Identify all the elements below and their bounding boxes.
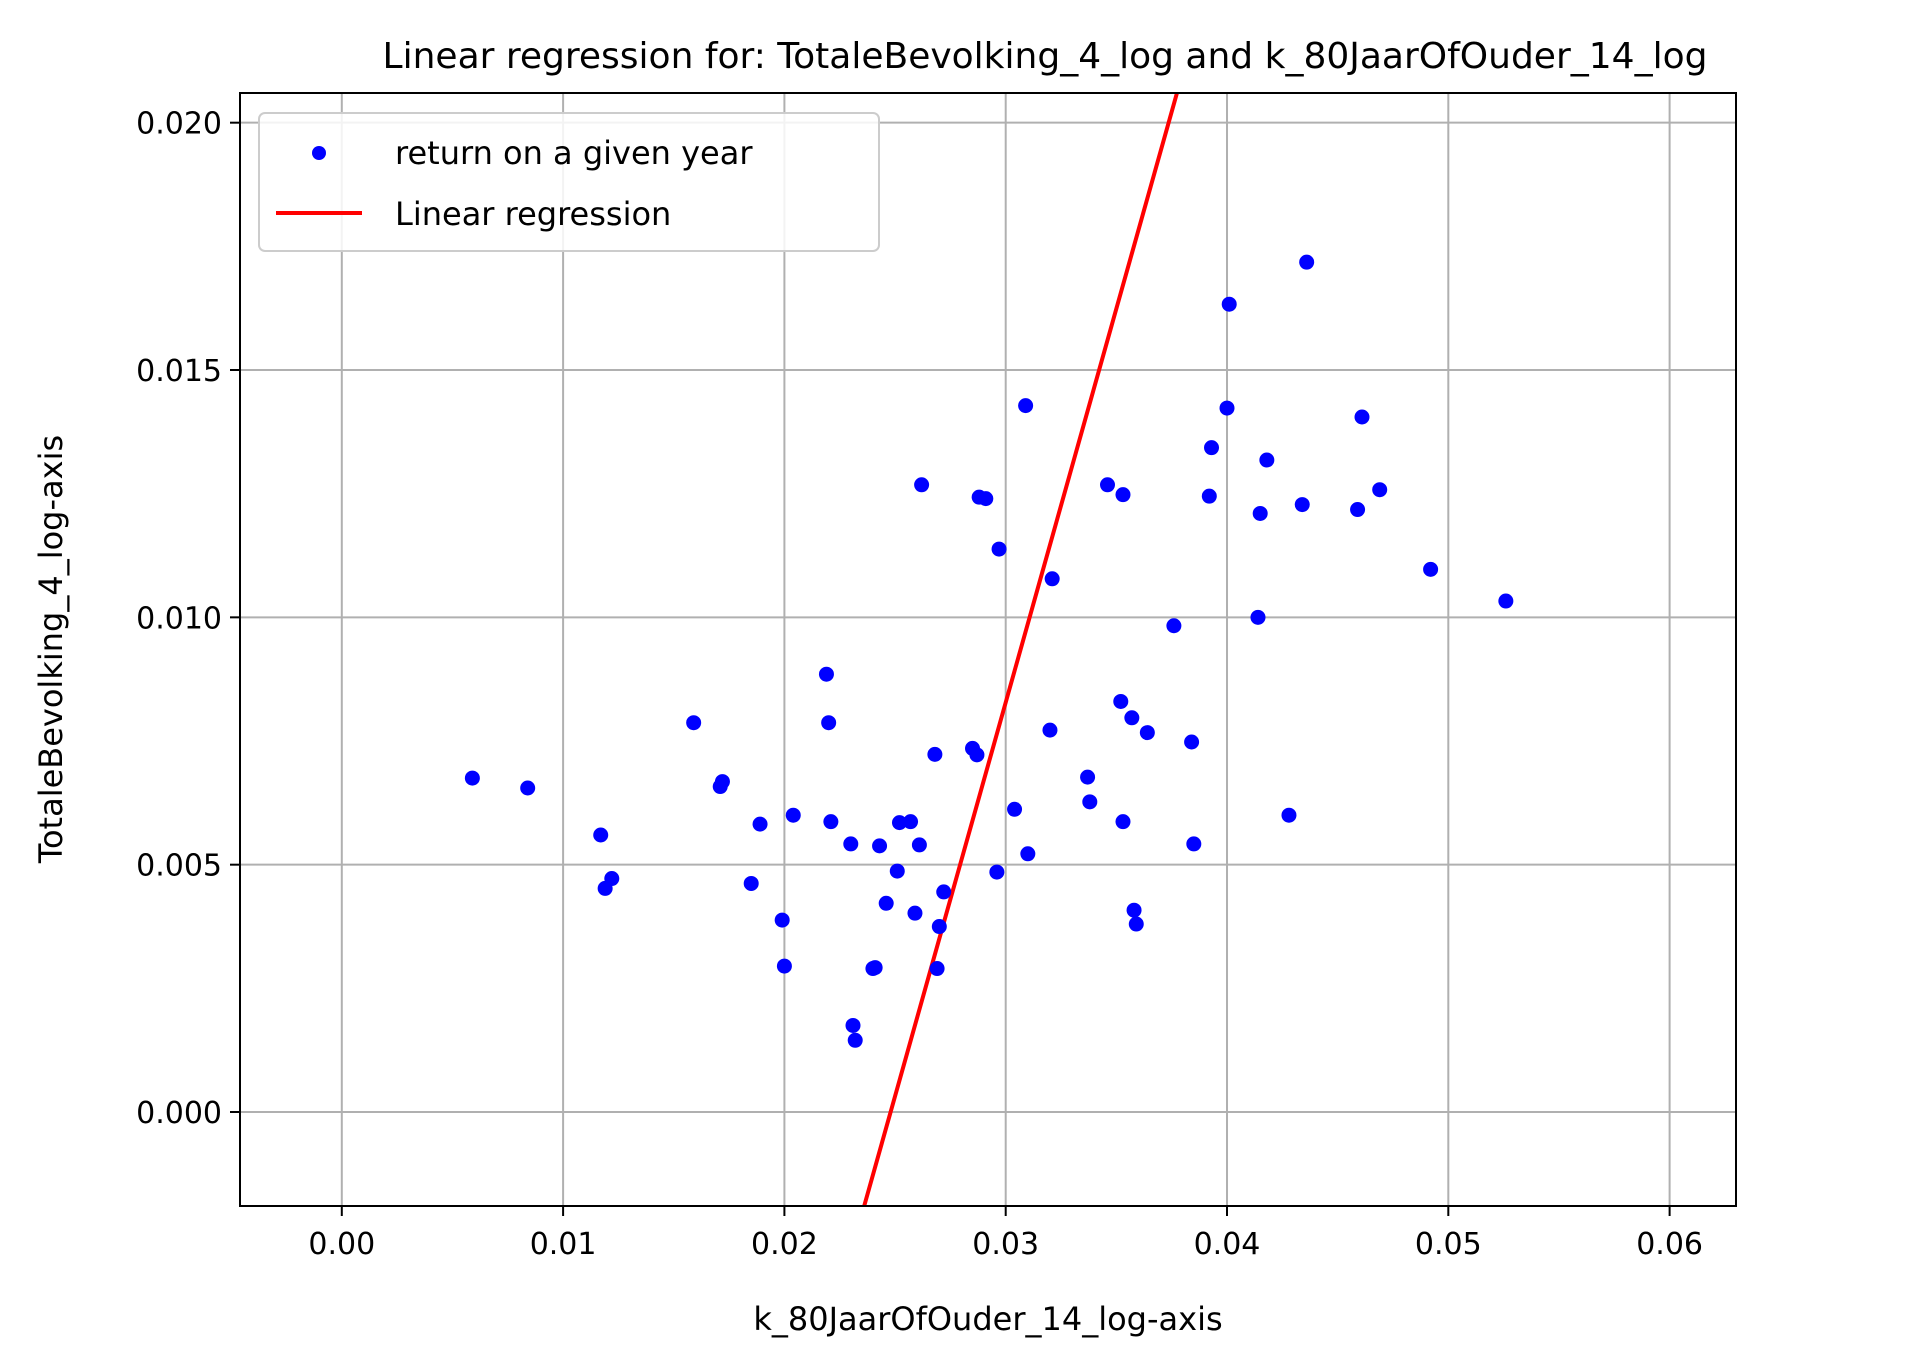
scatter-point (1294, 497, 1310, 513)
scatter-point (1042, 722, 1058, 738)
axis-ticks: 0.00 0.01 0.02 0.03 0.04 0.05 0.06 0.000 0.005 0.… (136, 107, 1703, 1262)
scatter-point (1139, 725, 1155, 741)
scatter-point (847, 1032, 863, 1048)
scatter-point (1372, 482, 1388, 498)
y-tick-label: 0.020 (136, 107, 222, 142)
scatter-point (1252, 505, 1268, 521)
scatter-point (989, 864, 1005, 880)
scatter-point (872, 838, 888, 854)
scatter-point (936, 884, 952, 900)
legend: return on a given year Linear regression (258, 112, 880, 252)
scatter-point (686, 715, 702, 731)
x-tick-label: 0.02 (751, 1227, 818, 1262)
scatter-point (1423, 561, 1439, 577)
scatter-point (1201, 488, 1217, 504)
scatter-point (927, 746, 943, 762)
scatter-point (1250, 609, 1266, 625)
scatter-point (1128, 916, 1144, 932)
scatter-point (891, 815, 907, 831)
scatter-point (604, 871, 620, 887)
scatter-point (929, 961, 945, 977)
scatter-point (464, 770, 480, 786)
scatter-point (1498, 593, 1514, 609)
legend-scatter-marker (312, 146, 326, 160)
scatter-point (1082, 794, 1098, 810)
y-tick-label: 0.015 (136, 354, 222, 389)
x-axis-label: k_80JaarOfOuder_14_log-axis (753, 1300, 1222, 1338)
scatter-point (1354, 409, 1370, 425)
legend-label-regression: Linear regression (395, 195, 671, 233)
scatter-point (1184, 734, 1200, 750)
scatter-point (823, 814, 839, 830)
scatter-point (843, 836, 859, 852)
scatter-point (907, 905, 923, 921)
scatter-point (818, 666, 834, 682)
y-axis-label: TotaleBevolking_4_log-axis (32, 435, 70, 864)
scatter-points (464, 254, 1514, 1048)
scatter-point (785, 807, 801, 823)
scatter-point (1219, 400, 1235, 416)
scatter-point (1080, 769, 1096, 785)
scatter-point (889, 863, 905, 879)
scatter-point (1044, 571, 1060, 587)
scatter-point (1166, 618, 1182, 634)
scatter-point (1221, 296, 1237, 312)
scatter-point (1113, 693, 1129, 709)
legend-label-scatter: return on a given year (395, 134, 753, 172)
chart-title: Linear regression for: TotaleBevolking_4… (383, 36, 1708, 77)
scatter-point (1007, 801, 1023, 817)
scatter-point (1281, 807, 1297, 823)
scatter-point (752, 816, 768, 832)
scatter-point (1126, 902, 1142, 918)
scatter-point (1020, 846, 1036, 862)
scatter-point (520, 780, 536, 796)
scatter-point (1124, 710, 1140, 726)
x-tick-label: 0.06 (1636, 1227, 1703, 1262)
scatter-point (991, 541, 1007, 557)
scatter-point (743, 875, 759, 891)
scatter-point (776, 958, 792, 974)
scatter-point (978, 491, 994, 507)
scatter-point (714, 774, 730, 790)
scatter-point (911, 837, 927, 853)
scatter-point (931, 919, 947, 935)
scatter-point (1299, 254, 1315, 270)
scatter-point (1100, 477, 1116, 493)
regression-line-group (862, 93, 1179, 1206)
x-tick-label: 0.00 (308, 1227, 375, 1262)
y-tick-label: 0.000 (136, 1096, 222, 1131)
grid-lines (240, 93, 1736, 1206)
scatter-point (1018, 398, 1034, 414)
y-tick-label: 0.005 (136, 849, 222, 884)
plot-frame (239, 92, 1737, 1207)
scatter-point (1350, 502, 1366, 518)
y-tick-label: 0.010 (136, 601, 222, 636)
scatter-point (1115, 814, 1131, 830)
scatter-point (593, 827, 609, 843)
x-tick-label: 0.01 (530, 1227, 597, 1262)
scatter-point (774, 912, 790, 928)
scatter-point (969, 747, 985, 763)
legend-box (258, 112, 880, 252)
scatter-point (1186, 836, 1202, 852)
scatter-point (867, 960, 883, 976)
regression-line (862, 93, 1179, 1206)
x-tick-label: 0.05 (1415, 1227, 1482, 1262)
scatter-point (1115, 487, 1131, 503)
plot-area (464, 93, 1514, 1206)
x-tick-label: 0.03 (972, 1227, 1039, 1262)
scatter-point (903, 814, 919, 830)
scatter-point (878, 895, 894, 911)
scatter-point (914, 477, 930, 493)
scatter-point (1204, 440, 1220, 456)
scatter-point (845, 1017, 861, 1033)
x-tick-label: 0.04 (1194, 1227, 1261, 1262)
scatter-point (1259, 452, 1275, 468)
scatter-point (821, 715, 837, 731)
